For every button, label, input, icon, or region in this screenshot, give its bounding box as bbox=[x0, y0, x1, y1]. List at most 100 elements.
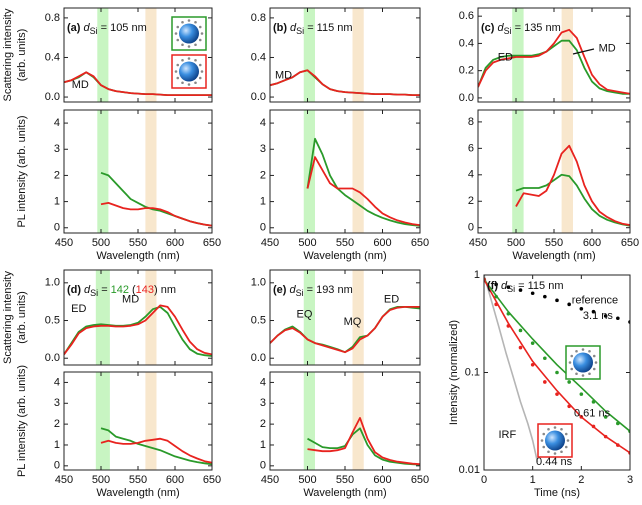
title-part: d bbox=[290, 22, 297, 34]
data-point bbox=[543, 356, 547, 361]
y-tick-label: 1 bbox=[54, 439, 60, 451]
x-axis-label: Wavelength (nm) bbox=[303, 487, 386, 499]
data-line bbox=[100, 427, 212, 466]
quantum-dot bbox=[198, 76, 202, 80]
y-tick-label: 0.01 bbox=[459, 464, 480, 476]
panel-title: (c) dSi = 135 nm bbox=[481, 22, 561, 36]
quantum-dot bbox=[592, 367, 596, 371]
y-tick-label: 2 bbox=[260, 169, 266, 181]
y-tick-label: 1 bbox=[474, 269, 480, 281]
annotation: EQ bbox=[297, 309, 313, 321]
quantum-dot bbox=[575, 372, 578, 376]
title-part: (c) bbox=[481, 22, 495, 34]
quantum-dot bbox=[570, 354, 574, 358]
quantum-dot bbox=[198, 63, 202, 67]
data-line bbox=[270, 306, 420, 354]
y-tick-label: 0.0 bbox=[251, 352, 266, 364]
data-line bbox=[306, 156, 420, 226]
data-line bbox=[484, 279, 630, 432]
y-axis-label: (arb. units) bbox=[16, 29, 28, 82]
annotation: MD bbox=[275, 70, 292, 82]
x-tick-label: 450 bbox=[55, 474, 73, 486]
x-tick-label: 1 bbox=[530, 474, 536, 486]
nanosphere bbox=[573, 352, 593, 373]
x-tick-label: 650 bbox=[621, 237, 639, 249]
x-tick-label: 550 bbox=[129, 237, 147, 249]
annotation-arrow bbox=[572, 48, 595, 55]
axes-frame bbox=[63, 109, 213, 234]
panel-title: (a) dSi = 105 nm bbox=[67, 22, 147, 36]
quantum-dot bbox=[553, 452, 557, 455]
data-point bbox=[506, 285, 511, 289]
title-part: d bbox=[501, 280, 508, 292]
y-tick-label: 2 bbox=[54, 418, 60, 430]
y-tick-label: 1 bbox=[54, 196, 60, 208]
axes-frame bbox=[477, 109, 631, 234]
quantum-dot bbox=[564, 445, 568, 449]
title-part: Si bbox=[296, 288, 304, 298]
y-tick-label: 3 bbox=[260, 143, 266, 155]
x-axis-label: Wavelength (nm) bbox=[96, 487, 179, 499]
x-axis-label: Time (ns) bbox=[534, 487, 580, 499]
quantum-dot bbox=[176, 63, 180, 67]
title-part: 142 bbox=[111, 284, 129, 296]
data-line bbox=[484, 275, 539, 463]
annotation: 3.1 ns bbox=[583, 310, 613, 322]
annotation: MQ bbox=[344, 316, 362, 328]
title-part: d bbox=[83, 22, 90, 34]
x-axis-label: Wavelength (nm) bbox=[96, 250, 179, 262]
quantum-dot bbox=[542, 432, 546, 436]
highlight-band bbox=[303, 8, 315, 102]
data-point bbox=[494, 282, 498, 287]
quantum-dot bbox=[568, 361, 572, 364]
title-part: = bbox=[101, 284, 107, 296]
data-line bbox=[307, 417, 420, 466]
highlight-band bbox=[561, 8, 573, 102]
plot-area bbox=[64, 8, 212, 102]
x-tick-label: 3 bbox=[627, 474, 633, 486]
annotation: MD bbox=[599, 42, 616, 54]
x-tick-label: 550 bbox=[545, 237, 563, 249]
data-point bbox=[555, 298, 559, 303]
quantum-dot bbox=[194, 43, 197, 47]
data-point bbox=[530, 291, 535, 296]
quantum-dot bbox=[194, 20, 197, 24]
y-tick-label: 0.5 bbox=[45, 314, 60, 326]
data-point bbox=[530, 362, 535, 367]
quantum-dot bbox=[575, 349, 578, 353]
plot-area bbox=[484, 275, 630, 463]
highlight-band bbox=[95, 372, 110, 470]
plot-area bbox=[512, 110, 630, 233]
title-part: = 115 nm bbox=[518, 280, 563, 292]
highlight-band bbox=[352, 110, 364, 233]
quantum-dot bbox=[187, 45, 191, 48]
quantum-dot bbox=[547, 427, 550, 431]
y-tick-label: 0.0 bbox=[45, 352, 60, 364]
y-tick-label: 4 bbox=[54, 376, 60, 388]
x-tick-label: 500 bbox=[507, 237, 525, 249]
x-tick-label: 2 bbox=[578, 474, 584, 486]
quantum-dot bbox=[547, 450, 550, 454]
data-line bbox=[64, 304, 212, 356]
title-part: (e) bbox=[273, 284, 287, 296]
y-tick-label: 0 bbox=[468, 222, 474, 234]
data-line bbox=[64, 306, 212, 357]
annotation: ED bbox=[71, 303, 86, 315]
quantum-dot bbox=[581, 374, 585, 377]
quantum-dot bbox=[176, 38, 180, 42]
title-part: Si bbox=[90, 288, 98, 298]
data-point bbox=[543, 294, 547, 299]
highlight-band bbox=[97, 110, 109, 233]
quantum-dot bbox=[588, 372, 591, 376]
y-tick-label: 2 bbox=[54, 169, 60, 181]
x-tick-label: 650 bbox=[203, 237, 221, 249]
x-tick-label: 450 bbox=[469, 237, 487, 249]
data-line bbox=[306, 137, 420, 227]
axes-frame bbox=[269, 109, 421, 234]
y-tick-label: 0.0 bbox=[251, 91, 266, 103]
highlight-band bbox=[352, 8, 364, 102]
quantum-dot bbox=[553, 426, 557, 429]
plot-area bbox=[303, 110, 420, 233]
y-tick-label: 3 bbox=[54, 143, 60, 155]
y-tick-label: 1.0 bbox=[251, 277, 266, 289]
